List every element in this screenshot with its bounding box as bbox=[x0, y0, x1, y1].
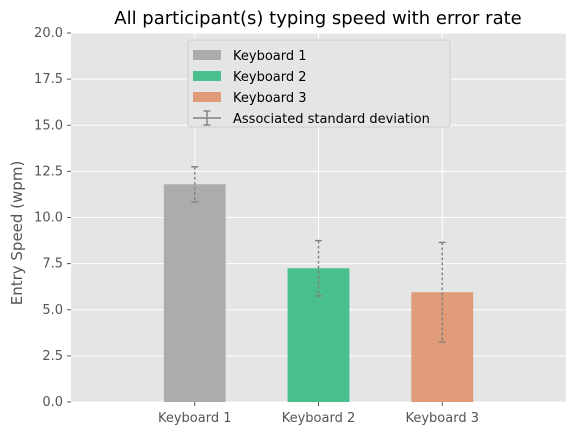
y-tick-label: 10.0 bbox=[34, 211, 63, 226]
bars bbox=[163, 184, 474, 402]
legend: Keyboard 1 Keyboard 2 Keyboard 3 Associated… bbox=[187, 39, 451, 128]
legend-label: Keyboard 1 bbox=[233, 49, 307, 64]
legend-label: Associated standard deviation bbox=[233, 112, 430, 127]
legend-label: Keyboard 3 bbox=[233, 91, 307, 106]
x-axis-ticks: Keyboard 1 Keyboard 2 Keyboard 3 bbox=[158, 402, 479, 426]
legend-box bbox=[187, 39, 451, 128]
y-tick-label: 15.0 bbox=[34, 118, 63, 133]
chart-title: All participant(s) typing speed with err… bbox=[114, 8, 521, 29]
y-tick-label: 5.0 bbox=[42, 303, 63, 318]
y-tick-label: 20.0 bbox=[34, 26, 63, 41]
bar-3 bbox=[411, 292, 474, 402]
legend-swatch bbox=[193, 92, 221, 102]
y-tick-label: 17.5 bbox=[34, 72, 63, 87]
y-tick-label: 12.5 bbox=[34, 164, 63, 179]
legend-swatch bbox=[193, 50, 221, 60]
y-axis-label: Entry Speed (wpm) bbox=[8, 161, 26, 306]
y-tick-label: 0.0 bbox=[42, 395, 63, 410]
bar-1 bbox=[163, 184, 226, 402]
bar-2 bbox=[287, 268, 350, 402]
x-tick-label: Keyboard 3 bbox=[405, 411, 479, 426]
legend-swatch bbox=[193, 71, 221, 81]
y-axis-ticks: 0.0 2.5 5.0 7.5 10.0 12.5 15.0 17.5 20.0 bbox=[34, 26, 71, 410]
error-bars bbox=[191, 166, 446, 343]
y-tick-label: 7.5 bbox=[42, 257, 63, 272]
x-tick-label: Keyboard 2 bbox=[282, 411, 356, 426]
y-tick-label: 2.5 bbox=[42, 349, 63, 364]
legend-label: Keyboard 2 bbox=[233, 70, 307, 85]
x-tick-label: Keyboard 1 bbox=[158, 411, 232, 426]
